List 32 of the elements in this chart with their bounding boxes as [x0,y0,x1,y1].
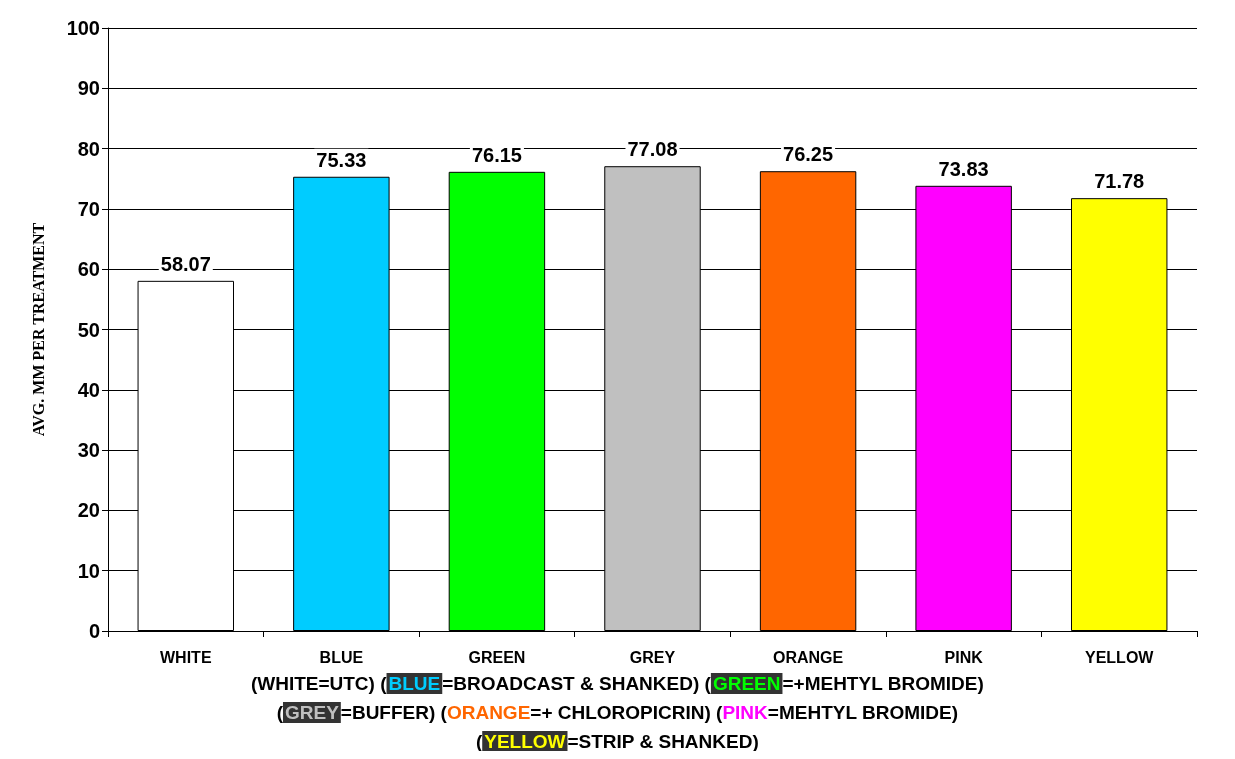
y-tick-label: 100 [66,17,100,39]
y-tick-label: 0 [88,620,100,642]
y-tick-label: 50 [77,318,100,341]
x-tick-label: BLUE [319,648,364,666]
x-tick-label: PINK [944,648,984,666]
data-label: 71.78 [1094,170,1145,193]
y-tick-label: 20 [77,499,100,522]
x-tick-label: YELLOW [1085,648,1155,666]
data-label: 76.25 [783,143,834,166]
y-tick-label: 90 [77,77,100,100]
text: (GREEN=+MEHTYL BROMIDE) [704,673,984,694]
y-tick-label: 60 [77,258,100,281]
x-tick-label: GREY [629,648,676,666]
x-tick-label: ORANGE [772,648,844,666]
y-tick-label: 30 [77,439,100,462]
y-tick-label: 10 [77,559,100,582]
text: (WHITE=UTC) [250,673,375,694]
y-tick-label: 40 [77,378,100,401]
data-label: 77.08 [627,138,678,161]
text: (BLUE=BROADCAST & SHANKED) [380,673,700,694]
x-tick-label: WHITE [160,648,212,666]
data-label: 75.33 [316,148,367,171]
x-tick-label: GREEN [468,648,526,666]
y-axis-title: AVG. MM PER TREATMENT [29,222,47,437]
data-label: 73.83 [938,157,989,180]
data-label: 58.07 [160,252,211,275]
text: (GREY=BUFFER) [276,702,436,723]
y-tick-label: 70 [77,197,100,220]
text: (PINK=MEHTYL BROMIDE) [716,702,958,723]
y-tick-label: 80 [77,137,100,160]
data-label: 76.15 [471,143,522,166]
text: (ORANGE=+ CHLOROPICRIN) [440,702,711,723]
